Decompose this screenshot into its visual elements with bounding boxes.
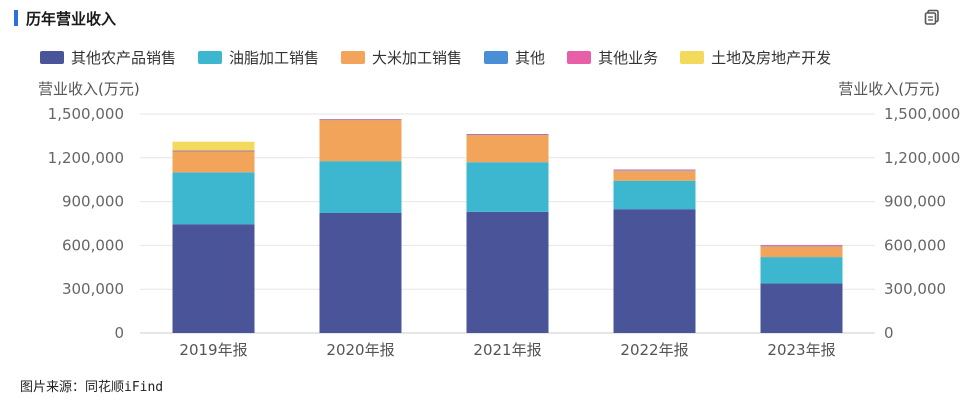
bar-segment	[319, 119, 402, 121]
y-tick-label-right: 1,500,000	[884, 105, 960, 123]
legend-label: 其他农产品销售	[71, 48, 177, 67]
bar-segment	[172, 224, 255, 333]
legend-item[interactable]: 大米加工销售	[341, 47, 462, 68]
chart-legend: 其他农产品销售 油脂加工销售 大米加工销售 其他 其他业务 土地及房地产开发	[40, 46, 853, 68]
y-axis-title-left: 营业收入(万元)	[38, 80, 140, 98]
legend-swatch	[40, 50, 64, 64]
legend-item[interactable]: 其他	[484, 47, 545, 68]
bar-segment	[466, 134, 549, 135]
image-source-note: 图片来源：同花顺iFind	[20, 380, 164, 395]
legend-label: 大米加工销售	[372, 48, 463, 67]
stacked-bar-chart: 营业收入(万元) 营业收入(万元) 0 0 300,000 300,000 600,000 6…	[38, 80, 960, 359]
bar-segment	[172, 150, 255, 152]
bar-segment	[613, 170, 696, 171]
bar-segment	[172, 151, 255, 173]
y-tick-label-right: 300,000	[884, 280, 946, 298]
chart-title: 历年营业收入	[26, 10, 117, 28]
y-tick-label-left: 0	[114, 324, 124, 342]
legend-swatch	[198, 50, 223, 64]
legend-swatch	[567, 50, 592, 64]
x-tick-label: 2020年报	[326, 341, 394, 359]
legend-label: 油脂加工销售	[229, 48, 320, 67]
bar-segment	[172, 172, 255, 225]
y-tick-label-left: 300,000	[62, 280, 124, 298]
bar-segment	[613, 169, 696, 171]
y-tick-label-right: 1,200,000	[884, 149, 960, 167]
y-tick-label-right: 900,000	[884, 193, 946, 211]
bar-segment	[172, 150, 255, 151]
bar-segment	[613, 170, 696, 181]
bar-segment	[613, 180, 696, 210]
y-tick-label-left: 1,200,000	[48, 149, 124, 167]
bar-segment	[172, 141, 255, 151]
y-tick-label-left: 1,500,000	[48, 105, 124, 123]
bar-segment	[319, 119, 402, 120]
bar-segment	[466, 134, 549, 135]
legend-label: 其他	[515, 48, 546, 67]
chart-header: 历年营业收入	[0, 0, 960, 34]
bar-segment	[760, 245, 843, 247]
legend-item[interactable]: 其他农产品销售	[40, 47, 176, 68]
bar-segment	[613, 209, 696, 333]
x-tick-label: 2023年报	[767, 341, 835, 359]
x-tick-label: 2022年报	[620, 341, 688, 359]
y-tick-label-right: 0	[884, 324, 894, 342]
bar-segment	[760, 283, 843, 333]
title-accent-bar	[14, 10, 18, 26]
bar-segment	[760, 244, 843, 246]
bar-segment	[319, 212, 402, 333]
legend-item[interactable]: 油脂加工销售	[198, 47, 319, 68]
legend-swatch	[484, 50, 509, 64]
y-axis-title-right: 营业收入(万元)	[838, 80, 940, 98]
legend-item[interactable]: 土地及房地产开发	[680, 47, 831, 68]
bar-segment	[760, 257, 843, 284]
bar-segment	[466, 162, 549, 212]
y-tick-label-right: 600,000	[884, 236, 946, 254]
x-tick-label: 2019年报	[179, 341, 247, 359]
y-tick-label-left: 600,000	[62, 236, 124, 254]
bar-segment	[466, 134, 549, 163]
x-tick-label: 2021年报	[473, 341, 541, 359]
bar-segment	[466, 211, 549, 333]
copy-icon[interactable]	[924, 9, 940, 25]
legend-item[interactable]: 其他业务	[567, 47, 658, 68]
legend-label: 土地及房地产开发	[711, 48, 832, 67]
bar-segment	[319, 119, 402, 162]
legend-swatch	[341, 50, 366, 64]
bar-segment	[319, 161, 402, 213]
legend-swatch	[680, 50, 705, 64]
bar-segment	[760, 246, 843, 258]
y-tick-label-left: 900,000	[62, 193, 124, 211]
legend-label: 其他业务	[598, 48, 659, 67]
